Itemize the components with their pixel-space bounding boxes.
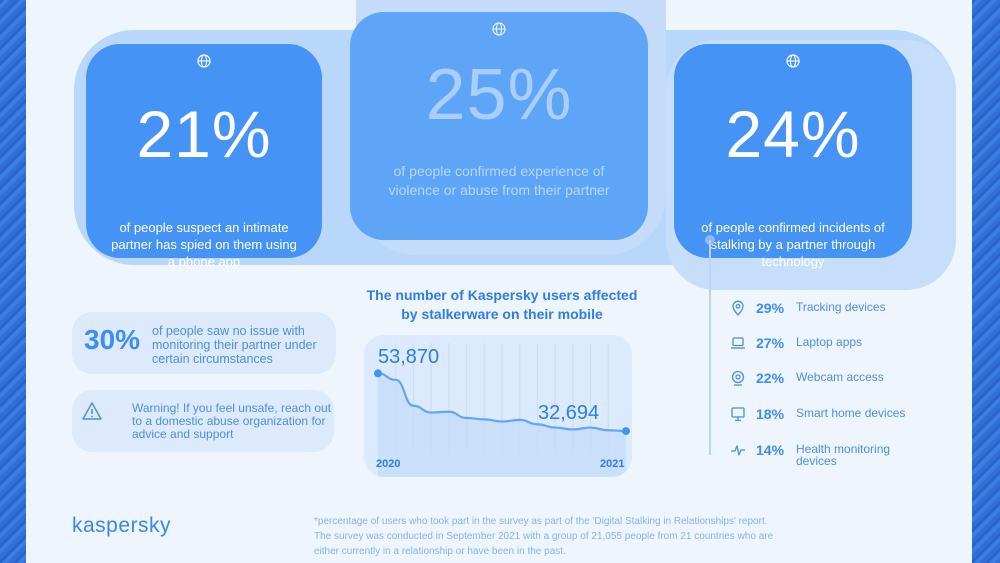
chart-point-start xyxy=(374,369,382,378)
chart-area xyxy=(378,373,626,477)
stat-text: of people confirmed experience of violen… xyxy=(388,163,610,198)
stat-value: 21% xyxy=(136,97,272,171)
chart-x-label-end: 2021 xyxy=(600,458,625,470)
right-border-pattern xyxy=(972,0,1000,563)
tech-pct: 22% xyxy=(756,370,785,386)
timeline-line xyxy=(709,240,711,455)
globe-icon xyxy=(492,22,506,36)
warning-text: Warning! If you feel unsafe, reach out t… xyxy=(132,401,332,441)
tech-label: Webcam access xyxy=(796,370,884,384)
stat-value: 25% xyxy=(425,55,573,135)
footnote: *percentage of users who took part in th… xyxy=(314,516,774,557)
tech-item-health: 14% Health monitoring devices xyxy=(724,440,924,467)
stat-card-violence: 25% of people confirmed experience of vi… xyxy=(350,12,648,240)
tech-label: Tracking devices xyxy=(796,300,886,314)
no-issue-value: 30% xyxy=(84,324,141,355)
tech-item-laptop: 27% Laptop apps xyxy=(724,333,924,355)
tech-label: Health monitoring devices xyxy=(796,442,891,468)
chart-point-end xyxy=(622,427,630,436)
stat-card-spied: 21% of people suspect an intimate partne… xyxy=(86,44,322,269)
heartbeat-icon xyxy=(731,445,745,456)
tech-item-smart-home: 18% Smart home devices xyxy=(724,404,924,426)
chart-title: The number of Kaspersky users affected b… xyxy=(366,287,638,322)
chart-start-value: 53,870 xyxy=(378,346,440,368)
chart-series-line xyxy=(377,372,627,433)
laptop-icon xyxy=(731,337,745,349)
chart-end-value: 32,694 xyxy=(538,402,600,424)
webcam-icon xyxy=(731,370,745,386)
tech-label: Laptop apps xyxy=(796,335,863,349)
chart-x-label-start: 2020 xyxy=(376,458,401,470)
tech-pct: 14% xyxy=(756,442,785,458)
warning-icon xyxy=(82,402,102,420)
left-border-pattern xyxy=(0,0,26,563)
tech-pct: 18% xyxy=(756,406,785,422)
tech-item-webcam: 22% Webcam access xyxy=(724,368,924,390)
location-pin-icon xyxy=(732,300,744,316)
stalkerware-line-chart xyxy=(374,343,630,477)
stat-card-stalking: 24% of people confirmed incidents of sta… xyxy=(674,44,912,269)
infographic-canvas: 21% of people suspect an intimate partne… xyxy=(26,0,972,563)
no-issue-text: of people saw no issue with monitoring t… xyxy=(152,324,317,366)
monitor-icon xyxy=(731,407,745,422)
warning-note: Warning! If you feel unsafe, reach out t… xyxy=(72,390,334,452)
stat-text: of people confirmed incidents of stalkin… xyxy=(701,220,885,269)
globe-icon xyxy=(197,54,211,68)
tech-pct: 27% xyxy=(756,335,785,351)
tech-label: Smart home devices xyxy=(796,406,906,420)
tech-pct: 29% xyxy=(756,300,785,316)
globe-icon xyxy=(786,54,800,68)
stat-text: of people suspect an intimate partner ha… xyxy=(111,220,297,269)
stat-value: 24% xyxy=(725,97,861,171)
kaspersky-logo: kaspersky xyxy=(72,514,172,537)
no-issue-note: 30% of people saw no issue with monitori… xyxy=(72,312,336,374)
chart-panel xyxy=(364,335,632,477)
tech-item-tracking: 29% Tracking devices xyxy=(724,298,924,320)
